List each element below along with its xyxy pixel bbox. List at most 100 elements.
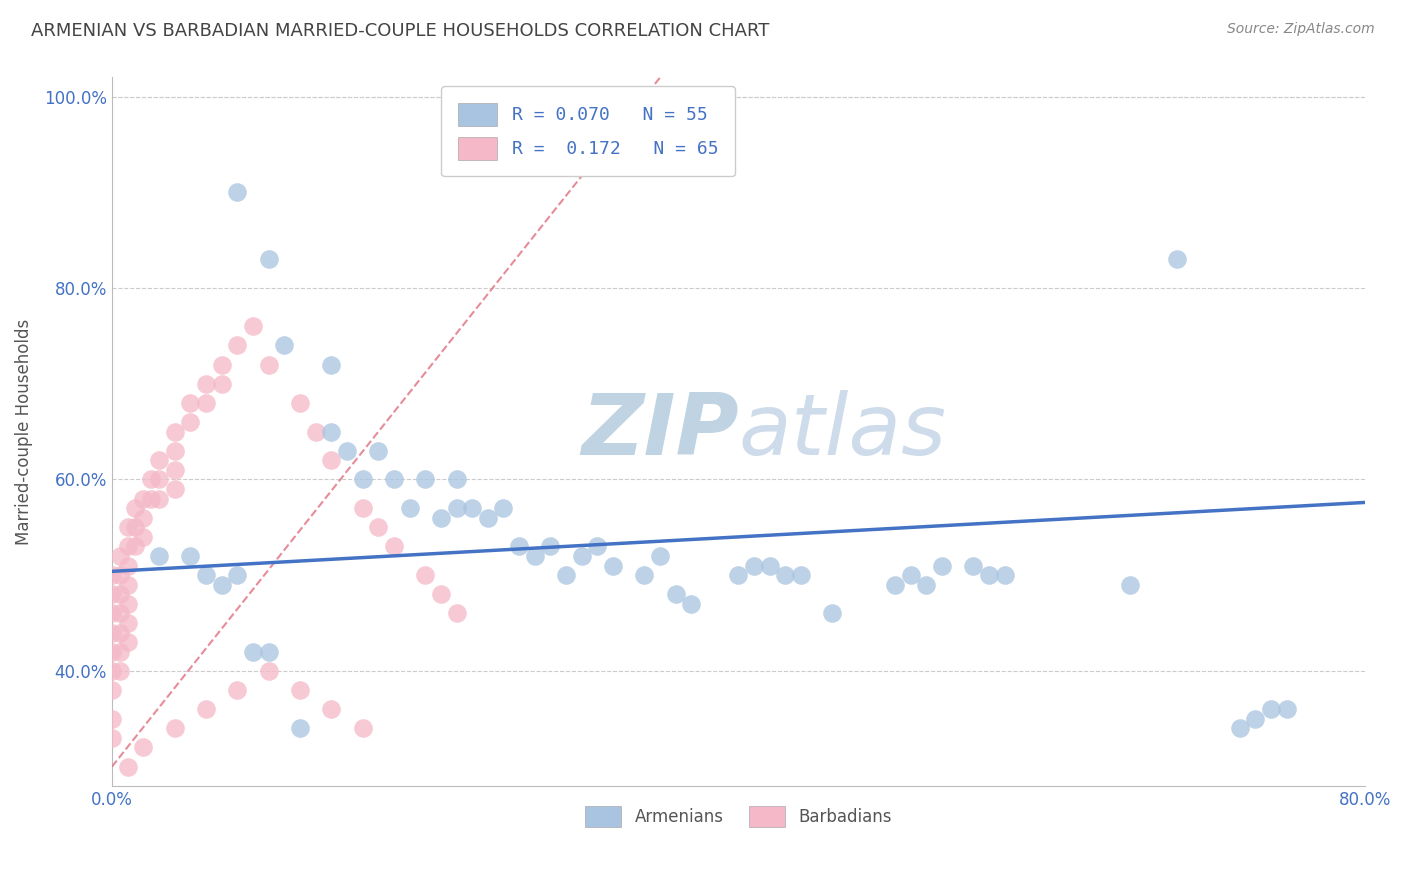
Point (790, 568, 813, 582)
Point (633, 568, 655, 582)
Point (101, 731, 124, 745)
Point (101, 664, 124, 678)
Point (257, 664, 280, 678)
Point (226, 186, 249, 200)
Point (367, 520, 389, 534)
Point (413, 473, 436, 487)
Point (1260, 702, 1282, 716)
Point (179, 396, 201, 410)
Point (163, 722, 186, 736)
Point (288, 396, 311, 410)
Point (571, 549, 593, 563)
Point (124, 501, 146, 516)
Point (523, 549, 546, 563)
Point (1244, 712, 1267, 726)
Point (288, 683, 311, 698)
Point (367, 443, 389, 458)
Point (194, 376, 217, 391)
Point (727, 568, 749, 582)
Point (775, 568, 797, 582)
Point (108, 549, 131, 563)
Point (477, 510, 499, 524)
Point (900, 568, 922, 582)
Point (288, 722, 311, 736)
Y-axis label: Married-couple Households: Married-couple Households (15, 318, 32, 545)
Point (179, 415, 201, 429)
Point (242, 645, 264, 659)
Point (117, 597, 139, 611)
Point (977, 568, 1000, 582)
Point (382, 540, 405, 554)
Point (117, 520, 139, 534)
Point (117, 635, 139, 649)
Point (492, 501, 515, 516)
Point (962, 558, 984, 573)
Point (148, 491, 170, 506)
Point (139, 473, 162, 487)
Point (931, 558, 953, 573)
Point (108, 607, 131, 621)
Point (101, 607, 124, 621)
Point (446, 607, 468, 621)
Point (108, 587, 131, 601)
Point (179, 549, 201, 563)
Text: ARMENIAN VS BARBADIAN MARRIED-COUPLE HOUSEHOLDS CORRELATION CHART: ARMENIAN VS BARBADIAN MARRIED-COUPLE HOU… (31, 22, 769, 40)
Point (163, 425, 186, 439)
Point (461, 501, 484, 516)
Point (101, 568, 124, 582)
Point (117, 540, 139, 554)
Text: ZIP: ZIP (581, 390, 738, 473)
Point (321, 425, 343, 439)
Point (211, 358, 233, 372)
Point (321, 702, 343, 716)
Point (132, 740, 155, 755)
Point (211, 376, 233, 391)
Point (124, 540, 146, 554)
Point (336, 443, 359, 458)
Point (648, 549, 671, 563)
Point (124, 520, 146, 534)
Point (352, 722, 374, 736)
Point (430, 510, 453, 524)
Point (117, 759, 139, 773)
Point (321, 358, 343, 372)
Point (540, 540, 562, 554)
Point (915, 578, 938, 592)
Point (132, 491, 155, 506)
Point (226, 338, 249, 352)
Point (101, 683, 124, 698)
Point (194, 396, 217, 410)
Point (352, 473, 374, 487)
Point (117, 558, 139, 573)
Text: atlas: atlas (738, 390, 946, 473)
Point (163, 463, 186, 477)
Point (101, 712, 124, 726)
Point (242, 319, 264, 334)
Text: Source: ZipAtlas.com: Source: ZipAtlas.com (1227, 22, 1375, 37)
Point (352, 501, 374, 516)
Point (758, 558, 780, 573)
Point (108, 568, 131, 582)
Point (681, 597, 703, 611)
Point (148, 549, 170, 563)
Point (163, 482, 186, 496)
Point (665, 587, 688, 601)
Point (226, 568, 249, 582)
Point (446, 473, 468, 487)
Legend: Armenians, Barbadians: Armenians, Barbadians (578, 799, 898, 834)
Point (108, 664, 131, 678)
Point (555, 568, 578, 582)
Point (117, 615, 139, 630)
Point (586, 540, 609, 554)
Point (430, 587, 453, 601)
Point (108, 625, 131, 640)
Point (101, 645, 124, 659)
Point (257, 358, 280, 372)
Point (1275, 702, 1298, 716)
Point (101, 625, 124, 640)
Point (108, 645, 131, 659)
Point (226, 683, 249, 698)
Point (117, 578, 139, 592)
Point (132, 510, 155, 524)
Point (1229, 722, 1251, 736)
